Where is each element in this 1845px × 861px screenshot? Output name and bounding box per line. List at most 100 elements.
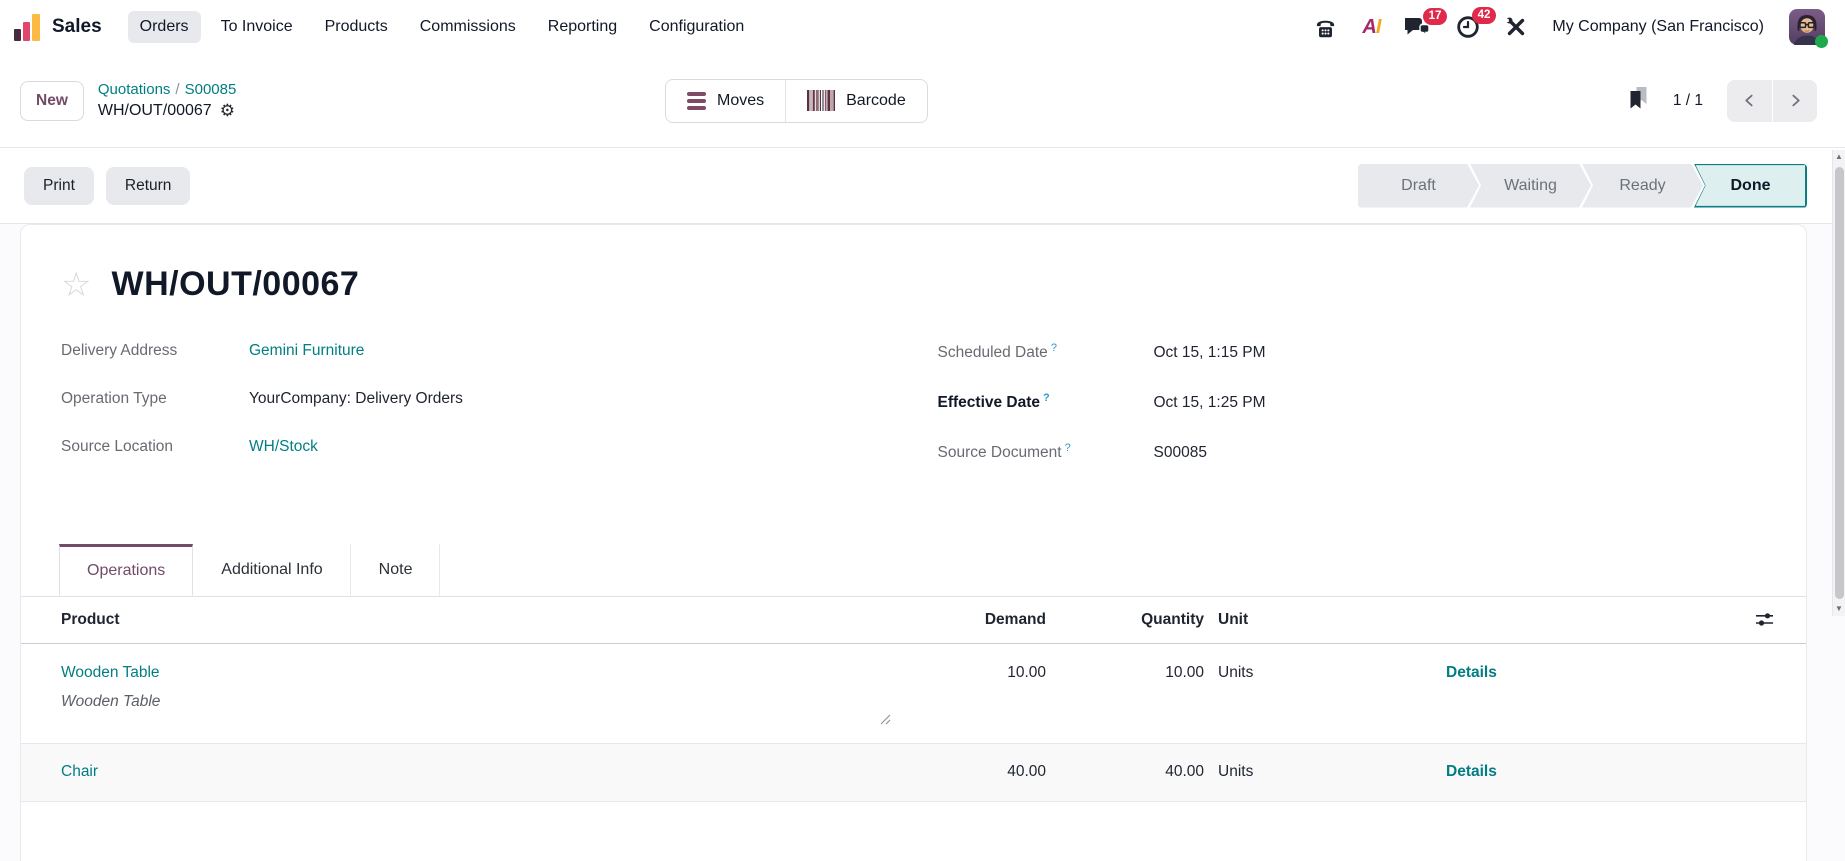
- status-step-done-active[interactable]: Done: [1694, 164, 1807, 208]
- table-header-row: Product Demand Quantity Unit: [21, 597, 1806, 645]
- activities-clock-icon[interactable]: 42: [1456, 7, 1497, 39]
- column-header-product: Product: [61, 611, 120, 629]
- unit-cell: Units: [1218, 664, 1254, 682]
- record-title[interactable]: WH/OUT/00067: [111, 265, 360, 303]
- menu-reporting[interactable]: Reporting: [547, 18, 618, 35]
- sales-app-logo-icon[interactable]: [14, 13, 40, 41]
- field-label: Effective Date: [937, 394, 1041, 412]
- field-effective-date: Effective Date? Oct 15, 1:25 PM: [938, 392, 1767, 412]
- breadcrumb-current-record: WH/OUT/00067: [97, 101, 212, 119]
- field-source-document: Source Document? S00085: [938, 442, 1767, 462]
- field-scheduled-date: Scheduled Date? Oct 15, 1:15 PM: [938, 342, 1767, 362]
- online-status-dot: [1815, 35, 1828, 48]
- breadcrumb-sale-order-link[interactable]: S00085: [184, 80, 237, 98]
- barcode-button[interactable]: Barcode: [785, 79, 927, 122]
- view-button-group: Moves Barcode: [665, 78, 928, 123]
- field-delivery-address: Delivery Address Gemini Furniture: [61, 342, 914, 360]
- status-pipeline: Draft Waiting Ready Done: [1358, 164, 1807, 208]
- barcode-icon: [807, 90, 836, 111]
- details-link[interactable]: Details: [1446, 664, 1497, 682]
- menu-orders[interactable]: Orders: [127, 11, 201, 43]
- status-step-draft[interactable]: Draft: [1358, 164, 1479, 208]
- status-step-ready[interactable]: Ready: [1582, 164, 1703, 208]
- main-menu: Orders To Invoice Products Commissions R…: [127, 11, 757, 43]
- control-panel: New Quotations / S00085 WH/OUT/00067 ⚙ Mov…: [0, 54, 1845, 148]
- delivery-address-link[interactable]: Gemini Furniture: [249, 342, 365, 359]
- effective-date-value[interactable]: Oct 15, 1:25 PM: [1153, 394, 1266, 412]
- details-link[interactable]: Details: [1446, 763, 1497, 781]
- source-document-value[interactable]: S00085: [1153, 444, 1207, 462]
- field-label: Delivery Address: [61, 342, 178, 359]
- pager: [1727, 79, 1817, 122]
- field-label: Scheduled Date: [937, 344, 1048, 362]
- pager-previous-button[interactable]: [1727, 79, 1772, 122]
- activities-count-badge: 42: [1471, 7, 1497, 24]
- column-header-quantity: Quantity: [1141, 611, 1204, 629]
- product-link[interactable]: Wooden Table: [61, 664, 160, 682]
- optional-columns-icon[interactable]: [1756, 612, 1773, 632]
- breadcrumb: Quotations / S00085 WH/OUT/00067 ⚙: [98, 80, 236, 122]
- field-group: Delivery Address Gemini Furniture Operat…: [21, 342, 1806, 492]
- tab-note[interactable]: Note: [351, 544, 441, 597]
- form-content-area: ☆ WH/OUT/00067 Delivery Address Gemini F…: [0, 224, 1845, 861]
- product-link[interactable]: Chair: [61, 763, 99, 781]
- chevron-right-icon: [1791, 94, 1800, 107]
- action-menu-gear-icon[interactable]: ⚙: [219, 100, 235, 120]
- breadcrumb-separator: /: [175, 80, 180, 98]
- menu-products[interactable]: Products: [324, 18, 388, 35]
- help-question-icon: ?: [1043, 392, 1050, 405]
- return-button[interactable]: Return: [105, 166, 191, 205]
- product-description[interactable]: Wooden Table: [61, 693, 161, 711]
- voip-phone-icon[interactable]: [1314, 17, 1337, 38]
- notebook-tabs: Operations Additional Info Note: [21, 544, 1806, 598]
- new-button[interactable]: New: [20, 80, 84, 121]
- vertical-scrollbar: ▲ ▼: [1832, 150, 1845, 616]
- quantity-cell[interactable]: 40.00: [1165, 763, 1204, 781]
- tab-additional-info[interactable]: Additional Info: [193, 544, 351, 597]
- user-avatar[interactable]: [1789, 9, 1828, 48]
- quantity-cell[interactable]: 10.00: [1165, 664, 1204, 682]
- debug-tools-icon[interactable]: [1505, 16, 1527, 38]
- source-location-link[interactable]: WH/Stock: [249, 438, 318, 455]
- moves-button[interactable]: Moves: [666, 79, 786, 122]
- messages-count-badge: 17: [1422, 8, 1448, 25]
- form-sheet: ☆ WH/OUT/00067 Delivery Address Gemini F…: [20, 224, 1807, 861]
- status-step-waiting[interactable]: Waiting: [1470, 164, 1591, 208]
- scrollbar-down-arrow[interactable]: ▼: [1835, 604, 1843, 613]
- field-source-location: Source Location WH/Stock: [61, 438, 914, 456]
- field-operation-type: Operation Type YourCompany: Delivery Ord…: [61, 390, 914, 408]
- company-switcher[interactable]: My Company (San Francisco): [1552, 18, 1764, 35]
- operation-type-value[interactable]: YourCompany: Delivery Orders: [249, 390, 463, 407]
- menu-to-invoice[interactable]: To Invoice: [220, 18, 293, 35]
- scrollbar-up-arrow[interactable]: ▲: [1835, 152, 1843, 161]
- top-navbar: Sales Orders To Invoice Products Commiss…: [0, 0, 1845, 54]
- bookmark-icon[interactable]: [1628, 87, 1649, 114]
- textarea-resize-handle[interactable]: [879, 712, 891, 730]
- field-label: Operation Type: [61, 390, 167, 407]
- demand-cell[interactable]: 40.00: [1007, 763, 1046, 781]
- chevron-left-icon: [1745, 94, 1753, 107]
- print-button[interactable]: Print: [24, 166, 94, 205]
- table-row-chair[interactable]: Chair 40.00 40.00 Units Details: [21, 744, 1806, 803]
- messages-icon[interactable]: 17: [1405, 8, 1448, 38]
- favorite-star-icon[interactable]: ☆: [61, 265, 92, 304]
- scheduled-date-value[interactable]: Oct 15, 1:15 PM: [1153, 344, 1266, 362]
- pager-next-button[interactable]: [1772, 79, 1817, 122]
- tab-operations[interactable]: Operations: [59, 544, 194, 597]
- unit-cell: Units: [1218, 763, 1254, 781]
- help-question-icon: ?: [1064, 442, 1071, 455]
- table-row-wooden-table[interactable]: Wooden Table Wooden Table 10.00 10.00 Un…: [21, 644, 1806, 745]
- operations-table: Product Demand Quantity Unit: [21, 597, 1806, 803]
- scrollbar-thumb[interactable]: [1834, 167, 1844, 599]
- app-name[interactable]: Sales: [52, 16, 102, 37]
- breadcrumb-quotations-link[interactable]: Quotations: [97, 80, 171, 98]
- menu-configuration[interactable]: Configuration: [649, 18, 745, 35]
- pager-value[interactable]: 1 / 1: [1672, 91, 1703, 109]
- moves-list-icon: [687, 91, 706, 110]
- menu-commissions[interactable]: Commissions: [419, 18, 516, 35]
- demand-cell[interactable]: 10.00: [1007, 664, 1046, 682]
- column-header-demand: Demand: [984, 611, 1046, 629]
- field-label: Source Document: [937, 444, 1062, 462]
